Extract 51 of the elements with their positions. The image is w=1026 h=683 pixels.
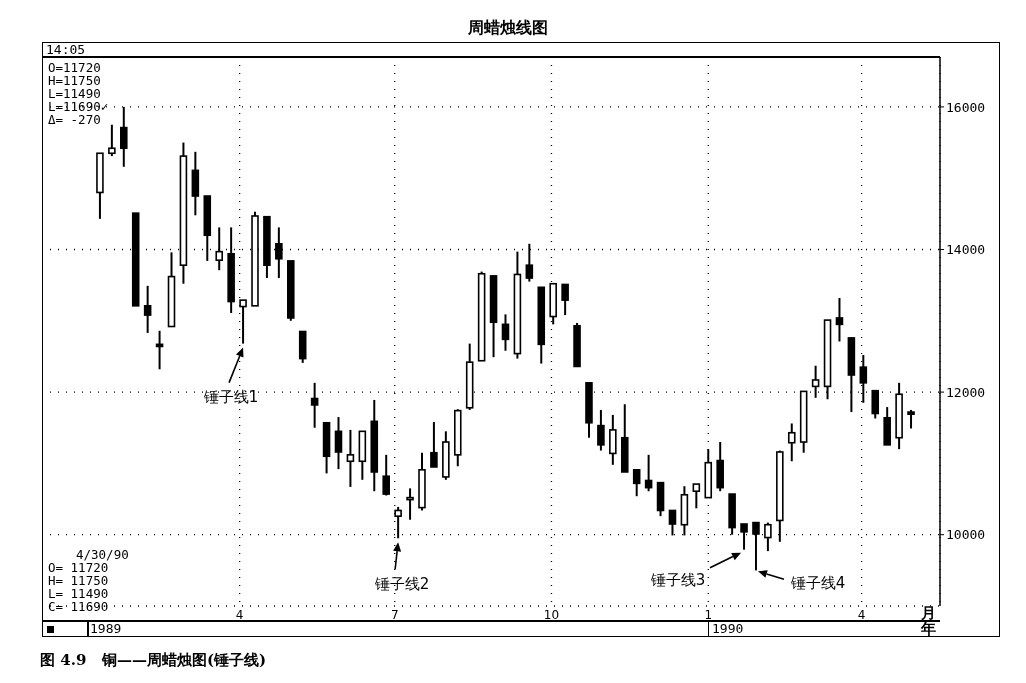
candlestick [406,487,414,521]
candlestick [907,408,915,430]
y-tick-label: 16000 [946,99,986,115]
text: 1990 [708,621,744,636]
candlestick [752,521,760,572]
candlestick [835,296,844,343]
candlestick [597,408,605,452]
annotation: L= 11490 [48,586,109,601]
x-axis-title: 月 [921,604,936,622]
y-tick-label: 12000 [946,384,986,400]
x-tick-label: 10 [543,607,560,622]
text: 1989 [90,621,122,636]
candlestick [334,416,343,471]
chart-title: 周蜡烛线图 [467,18,549,39]
candlestick [215,226,223,272]
y-tick-label: 14000 [946,242,986,258]
x-tick-label: 7 [390,607,399,622]
annotation: O= 11720 [48,560,109,575]
annotation: Δ= -270 [48,112,101,127]
candlestick [430,421,438,468]
candlestick [310,381,319,429]
annotation: 锤子线3 [649,570,706,589]
candlestick [692,483,701,510]
caption: 图 4.9 铜——周蜡烛图(锤子线) [40,651,267,669]
annotation: C= 11690 [48,599,109,614]
text: 14:05 [46,42,86,57]
candlestick [143,284,152,334]
candlestick [108,123,116,158]
candlestick [609,413,617,466]
y-tick-label: 10000 [946,527,986,543]
annotation: H=11750 [48,73,101,88]
candlestick [632,468,641,498]
candlestick [787,422,796,463]
annotation: 锤子线4 [789,574,846,593]
annotation: 锤子线2 [373,575,430,594]
candlestick [501,313,510,352]
text: 年 [921,620,936,638]
annotation: 锤子线1 [202,387,259,406]
x-tick-label: 4 [235,607,244,622]
x-tick-label: 4 [857,607,866,622]
annotation: O=11720 [48,60,101,75]
annotation: 4/30/90 [76,547,129,562]
candlestick [871,389,880,420]
annotation: L=11490 [48,86,101,101]
candlestick [346,428,355,488]
annotation: L=11690✓ [48,99,109,114]
candlestick [561,283,569,317]
x-tick-label: 1 [704,607,713,622]
candlestick [394,505,402,540]
candlestick [382,453,390,497]
annotation: H= 11750 [48,573,109,588]
